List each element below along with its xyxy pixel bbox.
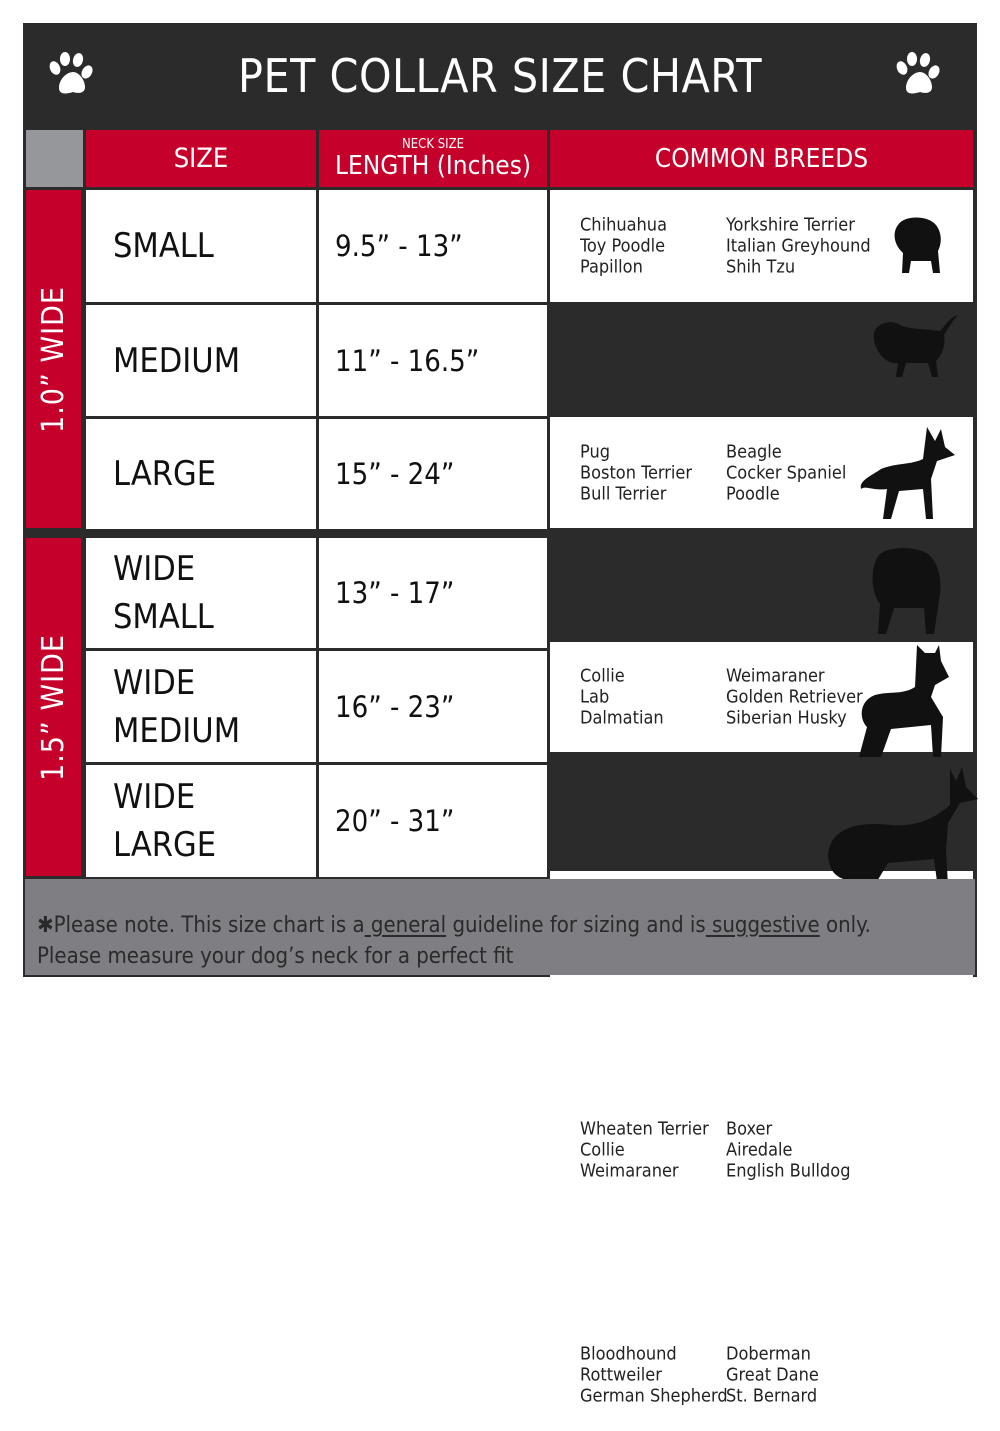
size-cell: WIDE MEDIUM — [86, 651, 316, 762]
shepherd-dog-icon — [860, 427, 955, 519]
group-label: 1.0” WIDE — [36, 285, 71, 433]
group-label: 1.5” WIDE — [36, 633, 71, 781]
breeds-cell: Wheaten Terrier Collie Weimaraner Boxer Aire… — [550, 1094, 973, 1205]
size-cell: WIDE SMALL — [86, 538, 316, 648]
size-cell: SMALL — [86, 190, 316, 302]
breed-name: Bull Terrier — [580, 483, 667, 504]
footer-note: ✱Please note. This size chart is a gener… — [25, 879, 975, 975]
length-cell: 11” - 16.5” — [319, 305, 547, 416]
corner-cell — [26, 130, 83, 187]
length-cell: 13” - 17” — [319, 538, 547, 648]
breed-name: Dalmatian — [580, 707, 664, 729]
footer-text: only. — [819, 913, 871, 938]
footer-line-1: ✱Please note. This size chart is a gener… — [37, 910, 975, 941]
length-value: 11” - 16.5” — [335, 343, 480, 378]
breed-name: Great Dane — [726, 1364, 819, 1386]
header-length: NECK SIZE LENGTH (Inches) — [319, 130, 547, 187]
breed-name: Toy Poodle — [580, 235, 666, 257]
header-breeds: COMMON BREEDS — [550, 130, 973, 187]
breed-name: Cocker Spaniel — [726, 462, 847, 483]
breed-list: Bloodhound Rottweiler German Shepherd — [580, 1344, 728, 1407]
breed-name: Italian Greyhound — [726, 235, 871, 257]
breed-name: English Bulldog — [726, 1160, 851, 1181]
header-length-label: LENGTH (Inches) — [334, 151, 532, 181]
breed-name: Boxer — [726, 1118, 773, 1139]
length-value: 13” - 17” — [335, 576, 455, 610]
size-label: MEDIUM — [113, 340, 241, 381]
breed-list: Collie Lab Dalmatian — [580, 666, 664, 729]
breed-list: Weimaraner Golden Retriever Siberian Husky — [726, 666, 863, 729]
breed-name: Golden Retriever — [726, 686, 863, 708]
length-value: 15” - 24” — [335, 457, 455, 491]
breed-name: St. Bernard — [726, 1385, 818, 1407]
breed-name: Collie — [580, 665, 625, 687]
breed-list: Pug Boston Terrier Bull Terrier — [580, 441, 692, 504]
breed-list: Chihuahua Toy Poodle Papillon — [580, 215, 667, 278]
size-label: LARGE — [113, 454, 217, 494]
title-bar: PET COLLAR SIZE CHART — [23, 23, 977, 128]
header-breeds-label: COMMON BREEDS — [654, 143, 869, 174]
size-cell: WIDE LARGE — [86, 765, 316, 877]
breed-name: Lab — [580, 686, 610, 708]
breed-list: Boxer Airedale English Bulldog — [726, 1118, 850, 1181]
length-cell: 9.5” - 13” — [319, 190, 547, 302]
paw-icon — [896, 52, 940, 94]
size-cell: LARGE — [86, 419, 316, 529]
breed-name: Doberman — [726, 1343, 811, 1365]
group-band-2: 1.5” WIDE — [26, 538, 81, 876]
page-title: PET COLLAR SIZE CHART — [238, 48, 762, 103]
breed-list: Yorkshire Terrier Italian Greyhound Shih T… — [726, 215, 871, 278]
footer-text: ✱Please note. This size chart is a — [37, 913, 365, 938]
breed-list: Wheaten Terrier Collie Weimaraner — [580, 1118, 709, 1181]
breed-list: Doberman Great Dane St. Bernard — [726, 1344, 819, 1407]
header-size-label: SIZE — [173, 143, 229, 174]
breed-name: Poodle — [726, 483, 780, 504]
breed-name: Airedale — [726, 1139, 793, 1160]
breed-name: Collie — [580, 1139, 625, 1160]
length-cell: 20” - 31” — [319, 765, 547, 877]
length-cell: 15” - 24” — [319, 419, 547, 529]
footer-emphasis-suggestive: suggestive — [705, 913, 820, 938]
paw-icon — [49, 52, 93, 94]
length-value: 16” - 23” — [335, 689, 455, 724]
breed-list: Beagle Cocker Spaniel Poodle — [726, 441, 846, 504]
dachshund-icon — [873, 315, 958, 377]
header-length-small: NECK SIZE — [402, 137, 464, 152]
length-cell: 16” - 23” — [319, 651, 547, 762]
bulldog-icon — [872, 548, 941, 634]
size-label: WIDE MEDIUM — [113, 662, 241, 751]
size-label: SMALL — [113, 226, 214, 266]
breed-name: Papillon — [580, 256, 643, 278]
breed-name: Bloodhound — [580, 1343, 677, 1365]
size-cell: MEDIUM — [86, 305, 316, 416]
breed-name: Weimaraner — [726, 665, 825, 687]
breed-name: Beagle — [726, 441, 782, 462]
breed-name: Boston Terrier — [580, 462, 693, 483]
header-size: SIZE — [86, 130, 316, 187]
breed-name: Weimaraner — [580, 1160, 679, 1181]
pitbull-icon — [859, 645, 949, 757]
breed-name: Rottweiler — [580, 1364, 662, 1386]
breed-name: Pug — [580, 441, 610, 462]
breeds-cell: Bloodhound Rottweiler German Shepherd Dober… — [550, 1319, 973, 1431]
breed-name: Chihuahua — [580, 214, 667, 236]
group-band-1: 1.0” WIDE — [26, 190, 81, 528]
size-label: WIDE LARGE — [113, 777, 217, 865]
footer-text: guideline for sizing and is — [446, 913, 706, 938]
breed-name: Yorkshire Terrier — [726, 214, 855, 236]
length-value: 9.5” - 13” — [335, 229, 463, 263]
size-label: WIDE SMALL — [113, 549, 214, 637]
length-value: 20” - 31” — [335, 804, 455, 838]
small-dog-icon — [894, 217, 941, 273]
breed-name: Wheaten Terrier — [580, 1118, 709, 1139]
footer-emphasis-general: general — [364, 913, 447, 938]
breed-name: Shih Tzu — [726, 256, 796, 278]
breed-name: German Shepherd — [580, 1385, 728, 1407]
footer-line-2: Please measure your dog’s neck for a per… — [37, 944, 514, 969]
breed-name: Siberian Husky — [726, 707, 847, 729]
